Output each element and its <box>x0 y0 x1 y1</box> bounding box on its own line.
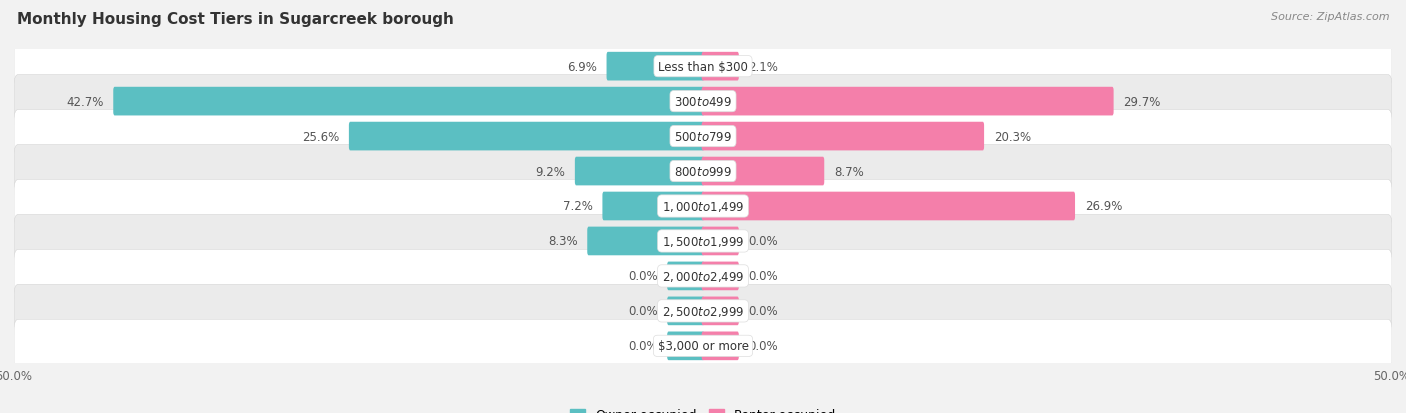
FancyBboxPatch shape <box>602 192 704 221</box>
Text: $800 to $999: $800 to $999 <box>673 165 733 178</box>
FancyBboxPatch shape <box>588 227 704 256</box>
Text: 0.0%: 0.0% <box>628 270 658 283</box>
FancyBboxPatch shape <box>14 75 1392 128</box>
Text: $500 to $799: $500 to $799 <box>673 130 733 143</box>
Text: $2,000 to $2,499: $2,000 to $2,499 <box>662 269 744 283</box>
Text: 0.0%: 0.0% <box>748 339 778 352</box>
FancyBboxPatch shape <box>702 192 1076 221</box>
Text: 29.7%: 29.7% <box>1123 95 1160 108</box>
FancyBboxPatch shape <box>14 320 1392 373</box>
Text: $1,000 to $1,499: $1,000 to $1,499 <box>662 199 744 214</box>
Text: 25.6%: 25.6% <box>302 130 339 143</box>
FancyBboxPatch shape <box>668 297 704 325</box>
Text: Source: ZipAtlas.com: Source: ZipAtlas.com <box>1271 12 1389 22</box>
Text: 42.7%: 42.7% <box>66 95 104 108</box>
Text: Less than $300: Less than $300 <box>658 61 748 74</box>
FancyBboxPatch shape <box>702 332 738 360</box>
Text: 0.0%: 0.0% <box>748 235 778 248</box>
Text: 8.3%: 8.3% <box>548 235 578 248</box>
FancyBboxPatch shape <box>702 297 738 325</box>
Text: $3,000 or more: $3,000 or more <box>658 339 748 352</box>
Text: 26.9%: 26.9% <box>1084 200 1122 213</box>
Text: Monthly Housing Cost Tiers in Sugarcreek borough: Monthly Housing Cost Tiers in Sugarcreek… <box>17 12 454 27</box>
Text: $1,500 to $1,999: $1,500 to $1,999 <box>662 235 744 248</box>
FancyBboxPatch shape <box>668 332 704 360</box>
FancyBboxPatch shape <box>14 110 1392 163</box>
FancyBboxPatch shape <box>14 40 1392 93</box>
FancyBboxPatch shape <box>702 227 738 256</box>
FancyBboxPatch shape <box>14 285 1392 338</box>
FancyBboxPatch shape <box>14 180 1392 233</box>
Text: 0.0%: 0.0% <box>628 305 658 318</box>
Text: 0.0%: 0.0% <box>628 339 658 352</box>
FancyBboxPatch shape <box>668 262 704 291</box>
FancyBboxPatch shape <box>702 53 738 81</box>
FancyBboxPatch shape <box>14 145 1392 198</box>
FancyBboxPatch shape <box>702 157 824 186</box>
FancyBboxPatch shape <box>702 262 738 291</box>
Text: $300 to $499: $300 to $499 <box>673 95 733 108</box>
Text: $2,500 to $2,999: $2,500 to $2,999 <box>662 304 744 318</box>
Text: 7.2%: 7.2% <box>562 200 593 213</box>
FancyBboxPatch shape <box>606 53 704 81</box>
Text: 6.9%: 6.9% <box>567 61 598 74</box>
FancyBboxPatch shape <box>702 122 984 151</box>
FancyBboxPatch shape <box>14 250 1392 303</box>
Text: 20.3%: 20.3% <box>994 130 1031 143</box>
Text: 9.2%: 9.2% <box>536 165 565 178</box>
FancyBboxPatch shape <box>702 88 1114 116</box>
Text: 8.7%: 8.7% <box>834 165 863 178</box>
FancyBboxPatch shape <box>575 157 704 186</box>
Text: 2.1%: 2.1% <box>748 61 779 74</box>
Text: 0.0%: 0.0% <box>748 305 778 318</box>
Legend: Owner-occupied, Renter-occupied: Owner-occupied, Renter-occupied <box>565 404 841 413</box>
Text: 0.0%: 0.0% <box>748 270 778 283</box>
FancyBboxPatch shape <box>114 88 704 116</box>
FancyBboxPatch shape <box>14 215 1392 268</box>
FancyBboxPatch shape <box>349 122 704 151</box>
